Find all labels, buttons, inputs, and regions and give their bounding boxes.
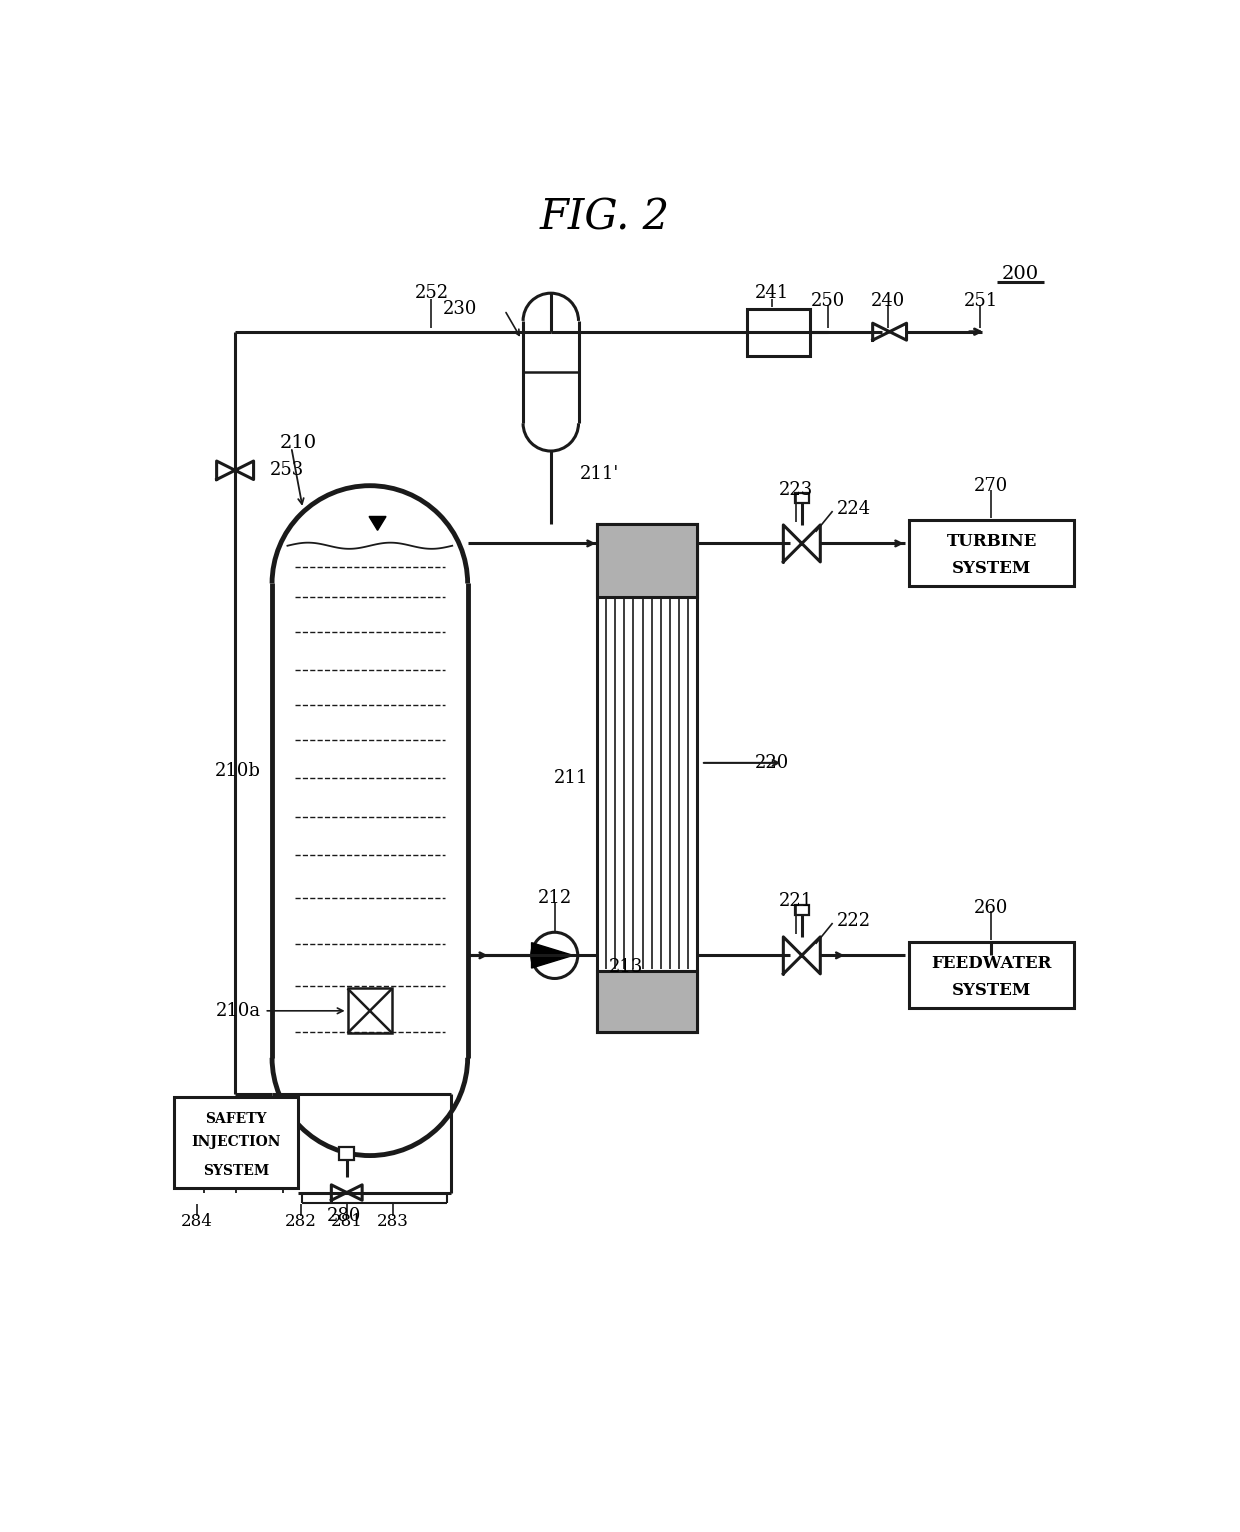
Text: 212: 212 [537,889,572,907]
Bar [174,1097,299,1187]
Bar [795,493,808,504]
Bar [748,308,810,357]
Text: SYSTEM: SYSTEM [952,982,1032,999]
Text: 270: 270 [975,476,1008,495]
Bar [596,971,697,1033]
Text: 281: 281 [331,1213,362,1230]
Text: 200: 200 [1001,265,1038,283]
Text: TURBINE: TURBINE [946,533,1037,550]
Text: SYSTEM: SYSTEM [952,561,1032,578]
Text: 260: 260 [975,899,1008,916]
Text: 241: 241 [755,283,789,302]
Text: 220: 220 [755,754,790,772]
Bar [596,524,697,597]
Polygon shape [532,942,573,968]
Text: 240: 240 [870,293,905,309]
Text: 224: 224 [837,499,870,518]
Bar [596,524,697,1033]
Polygon shape [370,516,386,530]
Text: 211: 211 [553,769,588,787]
Text: 253: 253 [270,461,304,480]
Bar [909,942,1074,1008]
Text: 211': 211' [580,466,619,483]
Text: SAFETY: SAFETY [205,1112,267,1126]
Bar [339,1147,355,1160]
Text: FEEDWATER: FEEDWATER [931,956,1052,973]
Text: 213: 213 [609,958,642,976]
Text: 251: 251 [963,293,998,309]
Bar [347,988,392,1033]
Bar [795,904,808,915]
Text: 282: 282 [285,1213,316,1230]
Text: 283: 283 [377,1213,409,1230]
Bar [909,521,1074,585]
Text: 221: 221 [779,893,812,910]
Text: 223: 223 [779,481,812,498]
Text: SYSTEM: SYSTEM [203,1164,269,1178]
Text: 210b: 210b [215,761,260,780]
Text: 280: 280 [327,1207,362,1224]
Text: FIG. 2: FIG. 2 [539,196,670,239]
Text: 222: 222 [837,912,870,930]
Text: 210: 210 [280,435,317,452]
Text: 252: 252 [414,283,449,302]
Text: 210a: 210a [216,1002,260,1020]
Text: 250: 250 [811,293,846,309]
Text: 284: 284 [181,1213,212,1230]
Text: 230: 230 [443,300,477,317]
Text: INJECTION: INJECTION [191,1135,280,1149]
